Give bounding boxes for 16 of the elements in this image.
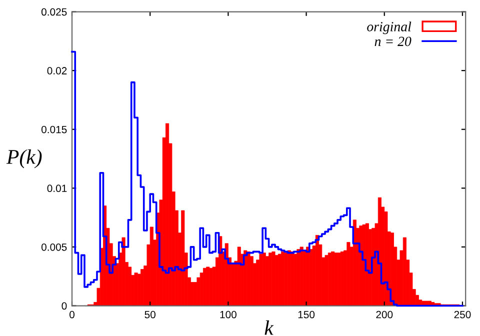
y-tick-label: 0.005 bbox=[41, 243, 67, 251]
y-tick-label: 0.025 bbox=[41, 8, 67, 16]
x-tick-label: 100 bbox=[220, 310, 236, 318]
x-tick-label: 150 bbox=[298, 310, 315, 318]
y-tick-label: 0.01 bbox=[47, 184, 67, 192]
x-axis-title: k bbox=[264, 320, 274, 335]
x-tick-label: 0 bbox=[70, 310, 74, 318]
legend-label: n = 20 bbox=[374, 36, 412, 46]
y-tick-label: 0.02 bbox=[47, 67, 67, 74]
y-tick-label: 0.015 bbox=[41, 126, 67, 134]
y-axis-title: P(k) bbox=[6, 149, 42, 168]
legend-label: original bbox=[367, 22, 412, 34]
x-tick-label: 250 bbox=[454, 310, 471, 318]
y-tick-label: 0 bbox=[62, 302, 67, 310]
x-tick-label: 50 bbox=[144, 310, 156, 318]
x-tick-label: 200 bbox=[376, 310, 393, 318]
